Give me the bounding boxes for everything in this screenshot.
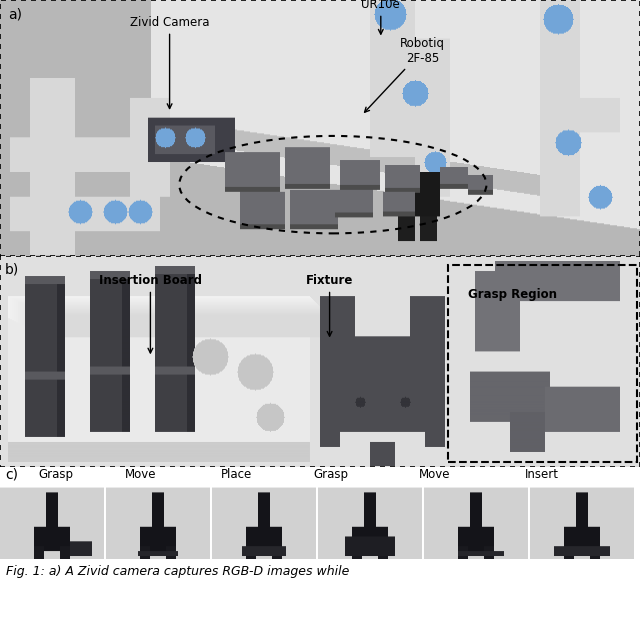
Text: Zivid Camera: Zivid Camera	[130, 15, 209, 109]
Text: a): a)	[8, 7, 22, 22]
Text: Grasp: Grasp	[314, 468, 349, 481]
Text: UR10e: UR10e	[362, 0, 400, 34]
Bar	[448, 265, 637, 462]
Text: b): b)	[5, 263, 19, 277]
Text: Move: Move	[419, 468, 451, 481]
Text: Move: Move	[125, 468, 156, 481]
Text: Insertion Board: Insertion Board	[99, 274, 202, 353]
Text: Grasp Region: Grasp Region	[467, 288, 557, 301]
Text: Place: Place	[221, 468, 252, 481]
Text: Robotiq
2F-85: Robotiq 2F-85	[365, 36, 445, 112]
Text: Fixture: Fixture	[306, 274, 353, 336]
Text: c): c)	[5, 468, 18, 481]
Text: Fig. 1: a) A Zivid camera captures RGB-D images while: Fig. 1: a) A Zivid camera captures RGB-D…	[6, 565, 350, 578]
Text: Insert: Insert	[525, 468, 559, 481]
Text: Grasp: Grasp	[38, 468, 74, 481]
